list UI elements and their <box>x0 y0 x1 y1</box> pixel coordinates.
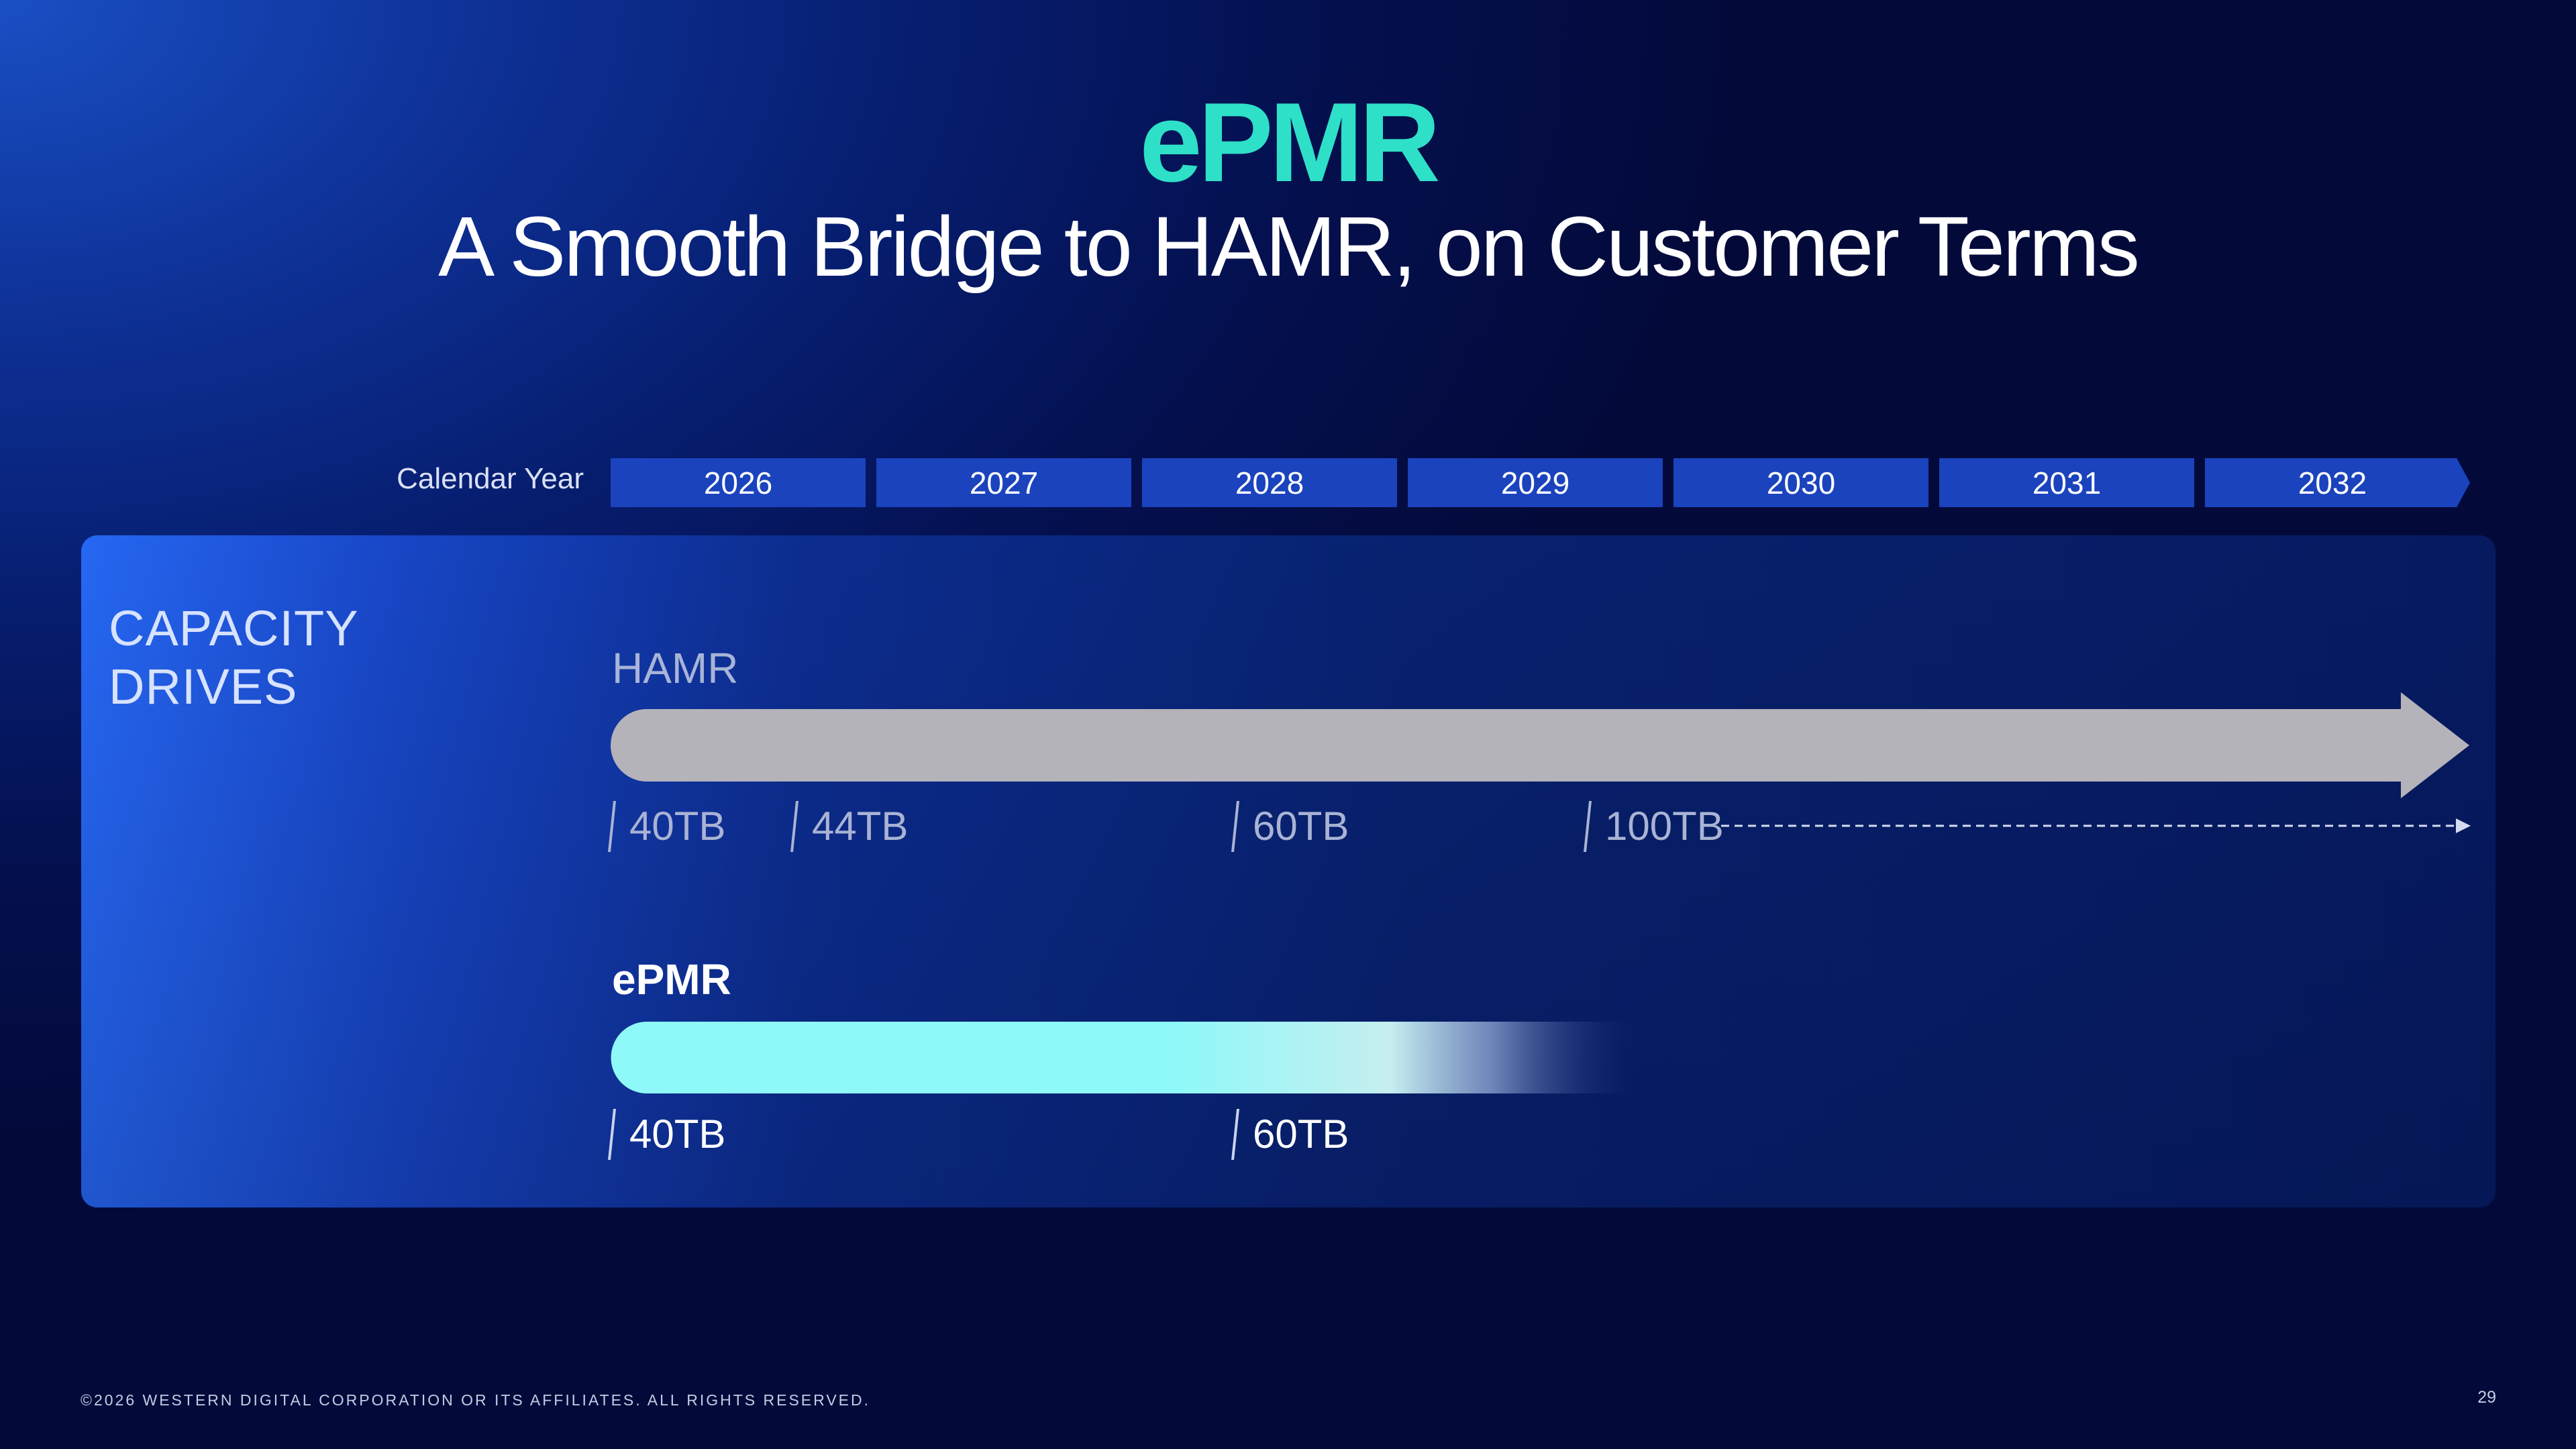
epmr-capacity-60tb: 60TB <box>1253 1112 1349 1157</box>
slide-subtitle: A Smooth Bridge to HAMR, on Customer Ter… <box>438 199 2140 294</box>
calendar-year-label: Calendar Year <box>397 462 584 495</box>
copyright-footer: ©2026 WESTERN DIGITAL CORPORATION OR ITS… <box>81 1391 871 1409</box>
hamr-capacity-100tb: 100TB <box>1605 804 1724 849</box>
epmr-bar <box>611 1022 1637 1093</box>
capacity-drives-label: CAPACITY DRIVES <box>109 599 359 716</box>
year-2027: 2027 <box>876 458 1131 507</box>
year-2032: 2032 <box>2205 458 2470 507</box>
capacity-label-line1: CAPACITY <box>109 600 359 656</box>
hamr-capacity-60tb: 60TB <box>1253 804 1349 849</box>
slide-title: ePMR <box>1139 79 1441 205</box>
year-2026: 2026 <box>611 458 866 507</box>
year-2030: 2030 <box>1673 458 1928 507</box>
page-number: 29 <box>2477 1388 2496 1407</box>
hamr-capacity-40tb: 40TB <box>629 804 726 849</box>
year-2028: 2028 <box>1142 458 1397 507</box>
hamr-tick-40tb: 40TB <box>608 801 726 852</box>
epmr-label: ePMR <box>612 955 731 1004</box>
hamr-arrow <box>611 692 2469 798</box>
hamr-tick-100tb: 100TB <box>1584 801 1724 852</box>
hamr-tick-44tb: 44TB <box>790 801 909 852</box>
hamr-tick-60tb: 60TB <box>1231 801 1349 852</box>
capacity-label-line2: DRIVES <box>109 659 298 714</box>
hamr-label: HAMR <box>612 644 739 692</box>
hamr-capacity-44tb: 44TB <box>812 804 909 849</box>
capacity-drives-panel <box>81 535 2495 1208</box>
epmr-tick-40tb: 40TB <box>608 1109 726 1160</box>
epmr-tick-60tb: 60TB <box>1231 1109 1349 1160</box>
epmr-capacity-40tb: 40TB <box>629 1112 726 1157</box>
year-2029: 2029 <box>1408 458 1663 507</box>
year-2031: 2031 <box>1939 458 2194 507</box>
hamr-dashed-arrowhead <box>2456 818 2471 833</box>
